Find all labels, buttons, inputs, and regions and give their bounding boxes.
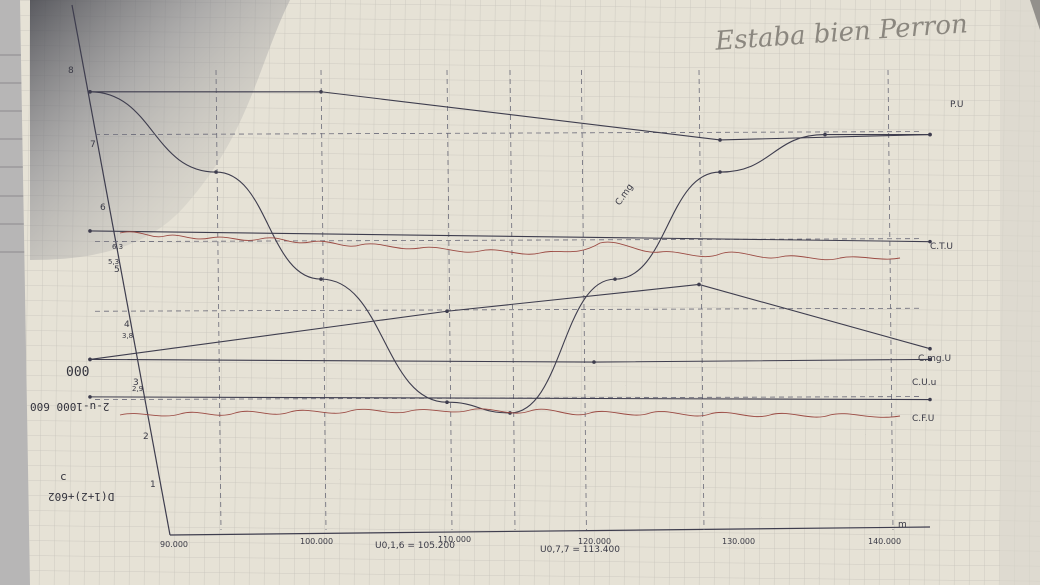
shadow (30, 0, 290, 260)
x-axis-label: m (898, 520, 907, 530)
series-label-cuu: C.U.u (912, 378, 937, 388)
series-label-ctu: C.T.U (930, 242, 954, 252)
y-tick-label: 8 (68, 66, 74, 76)
series-point-1-8 (928, 132, 932, 137)
margin-note-1: 000 (66, 365, 90, 380)
guide-horizontal-3 (94, 396, 921, 400)
x-annotation-1: U0,1,6 = 105.200 (375, 541, 455, 551)
guide-vertical-5 (698, 69, 705, 531)
red-wave-cfu (119, 408, 901, 418)
series-point-1-1 (214, 170, 218, 174)
series-point-0-1 (319, 89, 323, 94)
y-tick-label: 5 (114, 265, 120, 275)
series-line-2 (89, 230, 931, 243)
series-point-4-0 (88, 357, 92, 362)
series-point-2-1 (928, 239, 932, 244)
series-label-cmgu: C.mg.U (918, 354, 952, 364)
axes (71, 4, 931, 536)
y-tick-label: 7 (90, 140, 96, 150)
series-point-4-1 (592, 360, 596, 364)
series-point-1-6 (718, 170, 722, 174)
series-point-5-1 (928, 397, 932, 402)
series-point-1-3 (445, 400, 449, 405)
y-tick-label: 2 (143, 432, 149, 442)
series-point-4-2 (928, 357, 932, 362)
series-point-3-1 (445, 309, 449, 314)
series-line-0 (90, 91, 931, 141)
series-point-1-0 (88, 89, 92, 94)
x-tick-label: 100.000 (300, 537, 334, 546)
x-annotation-2: U0,7,7 = 113.400 (540, 545, 620, 555)
y-tick-label: 3 (133, 378, 139, 388)
series-point-1-2 (319, 277, 323, 281)
margin-note-3: c (60, 470, 67, 483)
series-point-1-7 (823, 132, 827, 137)
grid (20, 0, 1040, 585)
red-wave-ctu (119, 231, 901, 261)
guide-vertical-4 (581, 69, 587, 531)
guide-lines (94, 69, 921, 531)
guide-vertical-1 (320, 69, 327, 531)
series-point-3-2 (697, 282, 701, 287)
x-tick-label: 130.000 (722, 537, 756, 546)
series-point-5-0 (88, 395, 92, 399)
guide-vertical-3 (509, 69, 516, 531)
guide-horizontal-1 (94, 238, 921, 243)
x-tick-label: 90.000 (160, 540, 188, 549)
margin-note-2: 2-u-1000 600 (30, 400, 110, 413)
y-tick-label: 4 (124, 320, 130, 330)
series-point-3-3 (928, 346, 932, 351)
series-point-1-5 (613, 277, 617, 281)
y-axis (71, 4, 171, 536)
margin-note-4: D(1+2)+602 (48, 490, 115, 503)
y-tick-label: 1 (150, 480, 156, 490)
series-label-cfu: C.F.U (912, 414, 935, 424)
guide-horizontal-0 (94, 131, 921, 135)
guide-vertical-2 (446, 69, 453, 531)
guide-vertical-0 (215, 69, 222, 531)
guide-vertical-6 (887, 69, 894, 531)
x-tick-label: 140.000 (868, 537, 902, 546)
series-line-3 (89, 283, 931, 360)
x-tick-label: 120.000 (578, 537, 612, 546)
x-tick-label: 110.000 (438, 535, 472, 544)
y-extra-tick-label: 5,3 (108, 258, 120, 266)
guide-horizontal-2 (94, 307, 921, 312)
x-axis (169, 526, 931, 536)
series-line-5 (89, 396, 931, 401)
series-point-2-0 (88, 229, 92, 233)
y-tick-label: 6 (100, 203, 106, 213)
y-extra-tick-label: 2,9 (132, 385, 144, 393)
series-point-0-2 (718, 138, 722, 142)
paper-edge (1000, 0, 1040, 585)
series-label-pu: P.U (950, 100, 964, 110)
y-extra-tick-label: 3,8 (122, 332, 134, 340)
red-wavy-lines (119, 231, 901, 418)
y-extra-tick-label: 6,3 (112, 243, 124, 251)
